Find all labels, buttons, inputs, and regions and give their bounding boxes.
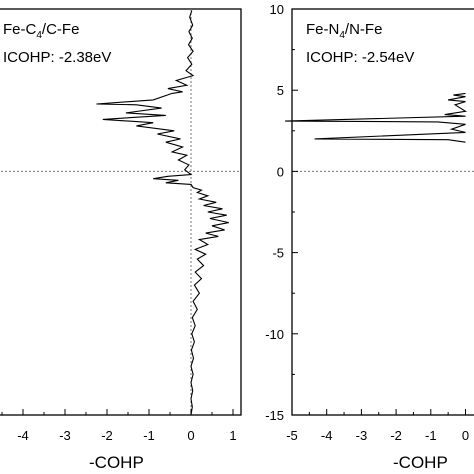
right-x-tick-label: -1 xyxy=(425,428,437,443)
right-x-tick-label: -4 xyxy=(321,428,333,443)
left-cohp-curve xyxy=(96,10,229,416)
right-y-tick-label: 10 xyxy=(270,2,284,17)
left-x-tick-label: -2 xyxy=(101,428,113,443)
left-x-tick-label: 1 xyxy=(229,428,236,443)
right-x-axis-title: -COHP xyxy=(393,453,448,472)
left-x-tick-label: -3 xyxy=(59,428,71,443)
right-y-tick-label: -10 xyxy=(265,327,284,342)
left-annotation-bond: Fe-C4/C-Fe xyxy=(3,21,79,41)
right-cohp-curve xyxy=(285,92,468,143)
right-y-tick-label: -5 xyxy=(272,246,284,261)
right-y-tick-label: 5 xyxy=(277,83,284,98)
right-x-tick-label: -2 xyxy=(390,428,402,443)
left-x-ticks: -4 -3 -2 -1 0 1 xyxy=(1,409,237,443)
left-cohp-panel: -4 -3 -2 -1 0 1 Fe-C4/C-Fe ICOHP: -2.38eV -CO… xyxy=(0,8,242,472)
right-y-tick-label: -15 xyxy=(265,408,284,423)
right-plot-frame xyxy=(291,8,474,416)
left-x-tick-label: 0 xyxy=(187,428,194,443)
right-x-tick-label: 0 xyxy=(462,428,469,443)
left-x-tick-label: -1 xyxy=(143,428,155,443)
left-x-tick-label: -4 xyxy=(17,428,29,443)
right-annotation-icohp: ICOHP: -2.54eV xyxy=(306,49,414,66)
right-x-tick-label: -5 xyxy=(286,428,298,443)
right-annotation-bond: Fe-N4/N-Fe xyxy=(306,21,382,41)
right-x-tick-label: -3 xyxy=(356,428,368,443)
right-y-tick-label: 0 xyxy=(277,164,284,179)
left-annotation-icohp: ICOHP: -2.38eV xyxy=(3,49,111,66)
left-x-axis-title: -COHP xyxy=(89,453,144,472)
left-plot-frame xyxy=(0,8,242,416)
